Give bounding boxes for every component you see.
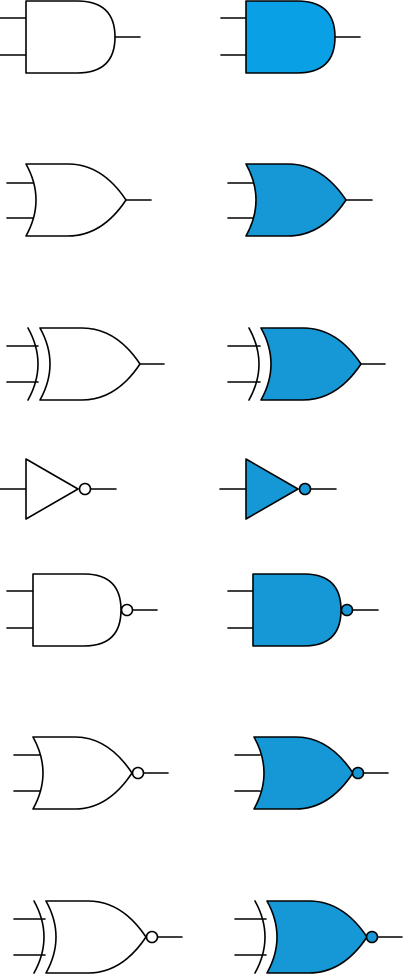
xnor-gate-filled xyxy=(234,900,403,974)
not-gate-filled xyxy=(219,458,337,520)
or-gate-filled xyxy=(227,163,373,237)
and-gate-empty xyxy=(0,0,141,74)
xor-gate-empty xyxy=(6,327,165,401)
xnor-gate-empty xyxy=(13,900,183,974)
nor-gate-filled xyxy=(234,736,389,810)
xor-gate-filled xyxy=(227,327,386,401)
and-gate-filled xyxy=(220,0,361,74)
not-gate-empty xyxy=(0,458,117,520)
nand-gate-filled xyxy=(227,573,379,647)
or-gate-empty xyxy=(6,163,152,237)
nor-gate-empty xyxy=(13,736,169,810)
nand-gate-empty xyxy=(6,573,158,647)
